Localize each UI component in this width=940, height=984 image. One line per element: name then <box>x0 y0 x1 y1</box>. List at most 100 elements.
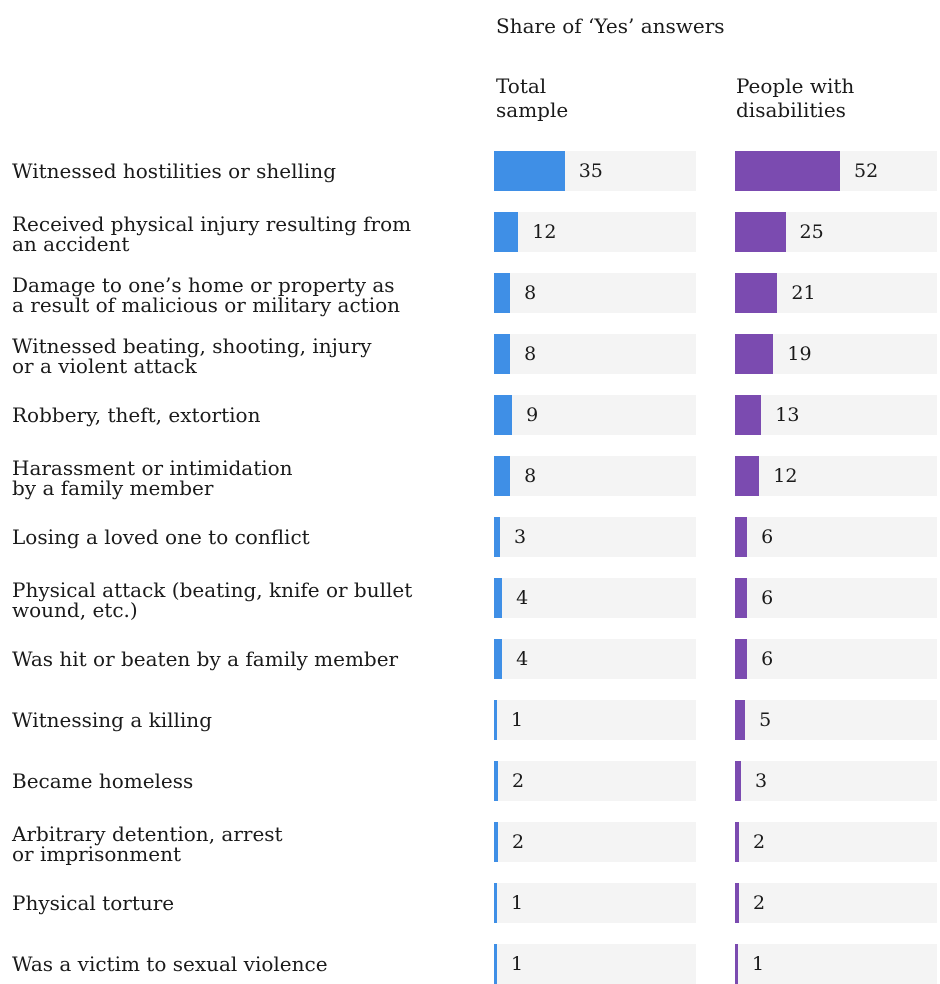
row-label: Became homeless <box>12 771 472 791</box>
bar-track: 8 <box>494 456 696 496</box>
bar-track: 8 <box>494 334 696 374</box>
bar-track: 19 <box>735 334 937 374</box>
bar-track: 2 <box>735 883 937 923</box>
bar-track: 12 <box>735 456 937 496</box>
bar-total-sample <box>494 700 497 740</box>
data-label: 3 <box>755 770 768 792</box>
row-label-line: Harassment or intimidation <box>12 456 293 480</box>
column-header-line: People with <box>736 74 855 98</box>
row-label-line: by a family member <box>12 476 214 500</box>
data-label: 6 <box>761 526 774 548</box>
bar-track: 4 <box>494 578 696 618</box>
bar-track: 1 <box>494 944 696 984</box>
bar-track: 2 <box>494 761 696 801</box>
bar-total-sample <box>494 822 499 862</box>
row-label-line: Was hit or beaten by a family member <box>12 647 399 671</box>
bar-track: 25 <box>735 212 937 252</box>
data-label: 6 <box>761 648 774 670</box>
bar-track: 35 <box>494 151 696 191</box>
data-label: 3 <box>514 526 527 548</box>
bar-total-sample <box>494 639 503 679</box>
row-label-line: Damage to one’s home or property as <box>12 273 395 297</box>
bar-track: 6 <box>735 517 937 557</box>
data-label: 2 <box>753 831 766 853</box>
bar-track: 12 <box>494 212 696 252</box>
data-label: 5 <box>759 709 772 731</box>
row-label: Physical torture <box>12 893 472 913</box>
bar-total-sample <box>494 517 501 557</box>
row-label: Was hit or beaten by a family member <box>12 649 472 669</box>
bar-total-sample <box>494 944 497 984</box>
column-header-line: disabilities <box>736 98 846 122</box>
row-label: Harassment or intimidation by a family me… <box>12 458 472 498</box>
data-label: 2 <box>753 892 766 914</box>
bar-track: 1 <box>494 883 696 923</box>
bar-track: 1 <box>735 944 937 984</box>
bar-people-with-disabilities <box>735 212 786 252</box>
row-label: Arbitrary detention, arrest or imprisonme… <box>12 824 472 864</box>
row-label: Witnessed beating, shooting, injury or a … <box>12 336 472 376</box>
data-label: 4 <box>516 648 529 670</box>
bar-total-sample <box>494 151 565 191</box>
bar-total-sample <box>494 395 513 435</box>
bar-total-sample <box>494 334 511 374</box>
data-label: 52 <box>854 160 879 182</box>
bar-total-sample <box>494 456 511 496</box>
bar-track: 6 <box>735 578 937 618</box>
row-label-line: Witnessed hostilities or shelling <box>12 159 336 183</box>
data-label: 8 <box>524 282 537 304</box>
row-label-line: Received physical injury resulting from <box>12 212 412 236</box>
row-label: Received physical injury resulting from a… <box>12 214 472 254</box>
data-label: 35 <box>578 160 603 182</box>
bar-people-with-disabilities <box>735 151 841 191</box>
row-label: Damage to one’s home or property as a res… <box>12 275 472 315</box>
bar-people-with-disabilities <box>735 761 742 801</box>
bar-track: 2 <box>735 822 937 862</box>
row-label: Witnessing a killing <box>12 710 472 730</box>
bar-people-with-disabilities <box>735 273 778 313</box>
data-label: 21 <box>791 282 816 304</box>
bar-people-with-disabilities <box>735 639 748 679</box>
row-label-line: Losing a loved one to conflict <box>12 525 310 549</box>
data-label: 1 <box>511 892 524 914</box>
bar-people-with-disabilities <box>735 822 740 862</box>
bar-track: 52 <box>735 151 937 191</box>
bar-track: 6 <box>735 639 937 679</box>
bar-track: 4 <box>494 639 696 679</box>
bar-people-with-disabilities <box>735 334 774 374</box>
row-label-line: wound, etc.) <box>12 598 138 622</box>
row-label-line: Physical torture <box>12 891 175 915</box>
row-label-line: Witnessed beating, shooting, injury <box>12 334 372 358</box>
bar-total-sample <box>494 273 511 313</box>
row-label-line: or a violent attack <box>12 354 197 378</box>
bar-track: 1 <box>494 700 696 740</box>
data-label: 8 <box>524 343 537 365</box>
column-header-total-sample: Total sample <box>496 74 696 122</box>
bar-people-with-disabilities <box>735 883 740 923</box>
data-label: 12 <box>773 465 798 487</box>
row-label: Losing a loved one to conflict <box>12 527 472 547</box>
bar-total-sample <box>494 761 499 801</box>
row-label-line: Became homeless <box>12 769 194 793</box>
row-label-line: Arbitrary detention, arrest <box>12 822 283 846</box>
row-label-line: Witnessing a killing <box>12 708 212 732</box>
bar-total-sample <box>494 883 497 923</box>
chart-title: Share of ‘Yes’ answers <box>496 14 725 38</box>
bar-track: 3 <box>494 517 696 557</box>
row-label-line: an accident <box>12 232 130 256</box>
row-label-line: Robbery, theft, extortion <box>12 403 261 427</box>
column-header-people-with-disabilities: People with disabilities <box>736 74 936 122</box>
data-label: 19 <box>787 343 812 365</box>
data-label: 1 <box>752 953 765 975</box>
data-label: 6 <box>761 587 774 609</box>
bar-people-with-disabilities <box>735 395 762 435</box>
data-label: 12 <box>532 221 557 243</box>
row-label-line: Was a victim to sexual violence <box>12 952 328 976</box>
bar-total-sample <box>494 578 503 618</box>
bar-people-with-disabilities <box>735 517 748 557</box>
bar-people-with-disabilities <box>735 578 748 618</box>
bar-people-with-disabilities <box>735 700 746 740</box>
bar-track: 8 <box>494 273 696 313</box>
data-label: 25 <box>799 221 824 243</box>
